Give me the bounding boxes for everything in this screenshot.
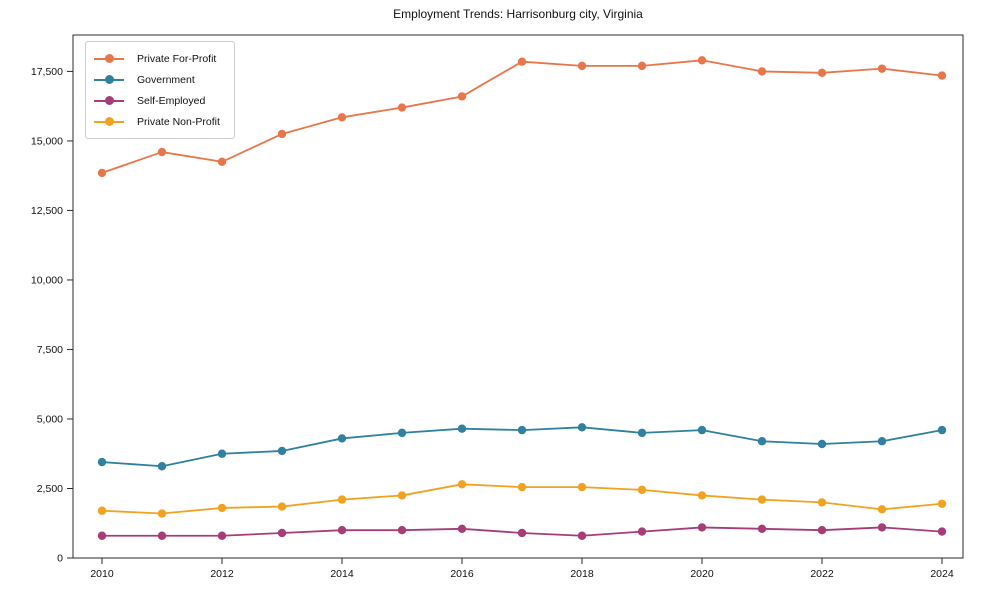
data-point-marker — [97, 457, 107, 467]
legend: Private For-Profit Government Self-Employe… — [85, 41, 235, 139]
data-point-marker — [637, 61, 647, 71]
x-axis: 2010 2012 2014 2016 2018 2020 2022 2024 — [90, 558, 954, 580]
x-tick-label: 2014 — [330, 568, 354, 580]
x-tick-label: 2018 — [570, 568, 594, 580]
data-point-marker — [637, 485, 647, 495]
legend-item-private-for-profit: Private For-Profit — [94, 48, 220, 69]
y-tick-label: 15,000 — [31, 135, 63, 147]
x-tick-label: 2022 — [810, 568, 834, 580]
data-point-marker — [277, 446, 287, 456]
data-point-marker — [277, 528, 287, 538]
legend-label: Self-Employed — [137, 94, 206, 107]
plot-border — [72, 34, 964, 559]
data-point-marker — [577, 482, 587, 492]
data-point-marker — [397, 103, 407, 112]
data-point-marker — [877, 437, 887, 446]
data-point-marker — [697, 523, 707, 532]
data-point-marker — [217, 531, 227, 540]
data-point-marker — [817, 498, 827, 507]
data-point-marker — [157, 147, 167, 157]
data-point-marker — [337, 495, 347, 504]
data-point-marker — [397, 491, 407, 500]
data-point-marker — [277, 129, 287, 139]
x-tick-label: 2010 — [90, 568, 114, 580]
data-point-marker — [817, 439, 827, 449]
legend-line-marker-icon — [94, 54, 124, 64]
data-point-marker — [337, 525, 347, 535]
legend-label: Private Non-Profit — [137, 115, 220, 128]
data-point-marker — [757, 437, 767, 446]
data-point-marker — [577, 531, 587, 540]
data-point-marker — [937, 499, 947, 508]
legend-line-marker-icon — [94, 96, 124, 106]
data-point-marker — [637, 428, 647, 438]
x-tick-label: 2016 — [450, 568, 474, 580]
data-point-marker — [697, 425, 707, 435]
data-point-marker — [757, 524, 767, 534]
data-point-marker — [397, 525, 407, 535]
legend-item-government: Government — [94, 69, 220, 90]
data-point-marker — [277, 502, 287, 511]
x-tick-label: 2012 — [210, 568, 234, 580]
data-point-marker — [457, 424, 467, 433]
data-point-marker — [937, 71, 947, 80]
legend-label: Government — [137, 73, 195, 86]
data-point-marker — [217, 157, 227, 166]
data-point-marker — [397, 428, 407, 438]
data-point-marker — [877, 523, 887, 532]
legend-label: Private For-Profit — [137, 52, 217, 65]
series-private-for-profit — [97, 56, 947, 178]
data-point-marker — [637, 527, 647, 536]
data-point-marker — [337, 434, 347, 443]
data-point-marker — [517, 482, 527, 492]
y-tick-label: 10,000 — [31, 274, 63, 286]
data-point-marker — [217, 503, 227, 513]
x-tick-label: 2024 — [930, 568, 954, 580]
data-point-marker — [757, 495, 767, 504]
data-point-marker — [817, 525, 827, 535]
data-point-marker — [877, 64, 887, 73]
data-point-marker — [457, 524, 467, 534]
legend-line-marker-icon — [94, 117, 124, 127]
legend-item-self-employed: Self-Employed — [94, 90, 220, 111]
y-tick-label: 0 — [57, 553, 63, 565]
data-point-marker — [757, 67, 767, 76]
data-point-marker — [877, 505, 887, 514]
data-point-marker — [97, 168, 107, 178]
data-point-marker — [157, 462, 167, 471]
data-point-marker — [217, 449, 227, 458]
data-point-marker — [517, 57, 527, 66]
x-tick-label: 2020 — [690, 568, 714, 580]
data-point-marker — [97, 506, 107, 515]
y-tick-label: 7,500 — [37, 344, 63, 356]
series-self-employed — [97, 523, 947, 540]
y-tick-label: 12,500 — [31, 205, 63, 217]
y-axis: 0 2,500 5,000 7,500 10,000 12,500 15,000 17,500 — [31, 66, 73, 565]
series-government — [97, 423, 947, 471]
series-private-non-profit — [97, 480, 947, 518]
data-point-marker — [937, 425, 947, 435]
data-point-marker — [457, 480, 467, 489]
data-point-marker — [517, 528, 527, 538]
data-point-marker — [97, 531, 107, 540]
data-point-marker — [697, 56, 707, 65]
data-point-marker — [937, 527, 947, 536]
data-point-marker — [577, 61, 587, 71]
legend-item-private-non-profit: Private Non-Profit — [94, 111, 220, 132]
data-point-marker — [577, 423, 587, 432]
y-tick-label: 2,500 — [37, 483, 63, 495]
data-point-marker — [457, 92, 467, 101]
legend-line-marker-icon — [94, 75, 124, 85]
data-point-marker — [817, 68, 827, 78]
data-point-marker — [157, 531, 167, 540]
chart-title: Employment Trends: Harrisonburg city, Vi… — [393, 7, 643, 21]
y-tick-label: 5,000 — [37, 413, 63, 425]
data-point-marker — [157, 509, 167, 518]
data-point-marker — [337, 113, 347, 122]
data-point-marker — [697, 491, 707, 500]
y-tick-label: 17,500 — [31, 66, 63, 78]
data-point-marker — [517, 425, 527, 435]
